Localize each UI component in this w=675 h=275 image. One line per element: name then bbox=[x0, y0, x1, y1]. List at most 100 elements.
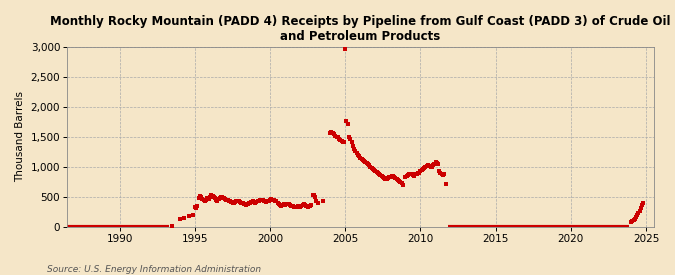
Point bbox=[418, 166, 429, 170]
Point bbox=[273, 202, 284, 206]
Point bbox=[223, 199, 234, 203]
Point bbox=[213, 197, 224, 201]
Point bbox=[288, 205, 299, 209]
Point bbox=[629, 217, 640, 221]
Point bbox=[307, 192, 318, 197]
Point bbox=[261, 200, 272, 204]
Point bbox=[427, 163, 438, 168]
Point bbox=[190, 205, 200, 209]
Point bbox=[440, 182, 451, 186]
Point bbox=[437, 173, 448, 177]
Point bbox=[395, 180, 406, 185]
Point bbox=[304, 204, 315, 208]
Point bbox=[302, 205, 313, 209]
Point bbox=[193, 196, 204, 200]
Point bbox=[423, 163, 433, 168]
Point bbox=[364, 163, 375, 168]
Point bbox=[336, 139, 347, 143]
Point bbox=[259, 199, 269, 203]
Point bbox=[279, 203, 290, 207]
Point bbox=[429, 162, 439, 166]
Point bbox=[355, 155, 366, 160]
Point bbox=[351, 151, 362, 155]
Point bbox=[634, 209, 645, 213]
Point bbox=[207, 194, 218, 198]
Point bbox=[439, 172, 450, 176]
Point bbox=[360, 160, 371, 164]
Point bbox=[256, 197, 267, 202]
Point bbox=[310, 195, 321, 199]
Point bbox=[227, 200, 238, 205]
Point bbox=[252, 199, 263, 204]
Point bbox=[290, 205, 300, 210]
Point bbox=[215, 196, 225, 200]
Point bbox=[637, 203, 647, 207]
Point bbox=[292, 204, 303, 208]
Point bbox=[228, 201, 239, 205]
Point bbox=[305, 204, 316, 208]
Point bbox=[384, 175, 395, 180]
Point bbox=[380, 177, 391, 181]
Point bbox=[333, 136, 344, 141]
Point bbox=[294, 205, 304, 209]
Point bbox=[361, 161, 372, 165]
Point bbox=[253, 199, 264, 203]
Point bbox=[348, 147, 359, 151]
Point bbox=[338, 139, 348, 144]
Point bbox=[358, 157, 369, 162]
Point bbox=[326, 130, 337, 134]
Point bbox=[406, 172, 417, 177]
Point bbox=[331, 134, 342, 139]
Point bbox=[200, 199, 211, 204]
Point bbox=[206, 193, 217, 198]
Point bbox=[308, 193, 319, 198]
Point bbox=[282, 202, 293, 206]
Point bbox=[277, 203, 288, 207]
Point bbox=[226, 200, 237, 204]
Point bbox=[638, 201, 649, 205]
Point bbox=[222, 198, 233, 202]
Point bbox=[350, 149, 360, 153]
Point bbox=[430, 160, 441, 165]
Point bbox=[437, 172, 448, 176]
Point bbox=[232, 199, 243, 203]
Point bbox=[271, 199, 282, 204]
Point bbox=[365, 164, 376, 169]
Point bbox=[390, 176, 401, 180]
Point bbox=[348, 144, 358, 148]
Point bbox=[420, 164, 431, 169]
Point bbox=[216, 194, 227, 199]
Point bbox=[209, 195, 219, 199]
Point bbox=[632, 213, 643, 217]
Point bbox=[628, 218, 639, 222]
Point bbox=[251, 200, 262, 204]
Point bbox=[301, 204, 312, 208]
Point bbox=[238, 202, 249, 206]
Point bbox=[398, 182, 408, 187]
Point bbox=[367, 166, 377, 170]
Point bbox=[267, 197, 278, 202]
Point bbox=[244, 201, 254, 205]
Point bbox=[335, 138, 346, 142]
Point bbox=[262, 199, 273, 204]
Point bbox=[270, 199, 281, 203]
Point bbox=[341, 119, 352, 123]
Point bbox=[296, 204, 306, 208]
Point bbox=[414, 170, 425, 175]
Point bbox=[409, 174, 420, 178]
Point bbox=[401, 174, 412, 178]
Point bbox=[197, 197, 208, 201]
Point bbox=[300, 203, 310, 207]
Point bbox=[425, 164, 436, 169]
Point bbox=[234, 199, 244, 204]
Point bbox=[369, 168, 379, 172]
Point bbox=[291, 205, 302, 209]
Point bbox=[405, 172, 416, 176]
Point bbox=[356, 157, 367, 161]
Point bbox=[381, 177, 392, 182]
Point bbox=[317, 199, 328, 203]
Point bbox=[330, 133, 341, 138]
Point bbox=[379, 176, 389, 180]
Point bbox=[418, 167, 429, 171]
Point bbox=[221, 197, 232, 202]
